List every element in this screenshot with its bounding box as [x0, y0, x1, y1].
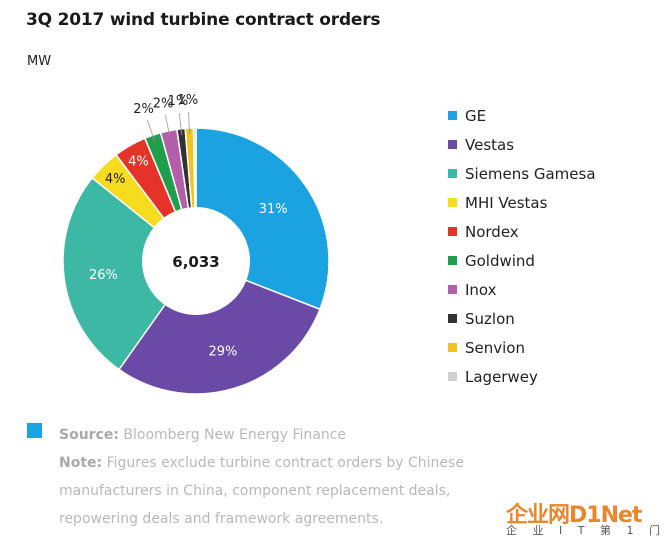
- legend-swatch: [448, 314, 457, 323]
- source-text: Bloomberg New Energy Finance: [118, 427, 347, 443]
- legend-swatch: [448, 140, 457, 149]
- chart-title: 3Q 2017 wind turbine contract orders: [26, 10, 381, 30]
- leader-line-senvion: [188, 112, 190, 135]
- legend-swatch: [448, 227, 457, 236]
- legend-item-nordex: Nordex: [448, 217, 596, 246]
- total-label: 6,033: [172, 253, 219, 271]
- slice-label-nordex: 4%: [128, 154, 149, 169]
- leader-line-goldwind: [147, 119, 155, 142]
- legend-label: Siemens Gamesa: [465, 164, 596, 183]
- legend-label: MHI Vestas: [465, 193, 548, 212]
- slice-label-senvion: 1%: [178, 93, 199, 108]
- legend-swatch: [448, 256, 457, 265]
- legend-swatch: [448, 285, 457, 294]
- watermark-logo: 企业网D1Net 企 业 I T 第 1 门 户: [506, 497, 665, 537]
- legend-label: Nordex: [465, 222, 519, 241]
- footer-marker: [27, 423, 42, 438]
- slice-label-siemens-gamesa: 26%: [89, 268, 118, 283]
- slice-label-suzlon: 1%: [168, 94, 189, 109]
- legend-item-inox: Inox: [448, 275, 596, 304]
- donut-chart: 31%29%26%4%4%2%2%1%1% 6,033: [62, 93, 330, 395]
- legend-item-goldwind: Goldwind: [448, 246, 596, 275]
- legend-swatch: [448, 111, 457, 120]
- legend-item-lagerwey: Lagerwey: [448, 362, 596, 391]
- legend-swatch: [448, 169, 457, 178]
- watermark-main: 企业网D1Net: [506, 503, 642, 528]
- slice-label-mhi-vestas: 4%: [105, 172, 126, 187]
- legend-item-vestas: Vestas: [448, 130, 596, 159]
- donut-hole: [142, 207, 250, 315]
- slice-vestas: [117, 260, 321, 395]
- legend-swatch: [448, 372, 457, 381]
- watermark-sub: 企 业 I T 第 1 门 户: [506, 524, 665, 537]
- legend-label: Inox: [465, 280, 497, 299]
- slice-label-inox: 2%: [153, 96, 174, 111]
- slice-label-goldwind: 2%: [133, 102, 154, 117]
- legend-label: Goldwind: [465, 251, 535, 270]
- legend-item-mhi-vestas: MHI Vestas: [448, 188, 596, 217]
- unit-label: MW: [27, 54, 52, 69]
- slice-siemens-gamesa: [62, 176, 198, 371]
- leader-line-inox: [165, 115, 171, 137]
- note-label: Note:: [59, 455, 103, 471]
- legend-label: Senvion: [465, 338, 525, 357]
- legend-item-siemens-gamesa: Siemens Gamesa: [448, 159, 596, 188]
- slice-label-ge: 31%: [259, 202, 288, 217]
- legend-label: GE: [465, 106, 487, 125]
- legend-label: Vestas: [465, 135, 515, 154]
- legend-swatch: [448, 198, 457, 207]
- slice-label-vestas: 29%: [208, 345, 237, 360]
- footer-notes: Source: Bloomberg New Energy Finance Not…: [59, 421, 529, 533]
- source-label: Source:: [59, 427, 119, 443]
- legend-label: Suzlon: [465, 309, 515, 328]
- legend-swatch: [448, 343, 457, 352]
- legend-label: Lagerwey: [465, 367, 538, 386]
- legend-item-suzlon: Suzlon: [448, 304, 596, 333]
- legend: GE Vestas Siemens Gamesa MHI Vestas Nordex Go…: [448, 101, 596, 391]
- legend-item-ge: GE: [448, 101, 596, 130]
- legend-item-senvion: Senvion: [448, 333, 596, 362]
- note-text: Figures exclude turbine contract orders …: [59, 455, 464, 527]
- leader-line-suzlon: [178, 112, 183, 135]
